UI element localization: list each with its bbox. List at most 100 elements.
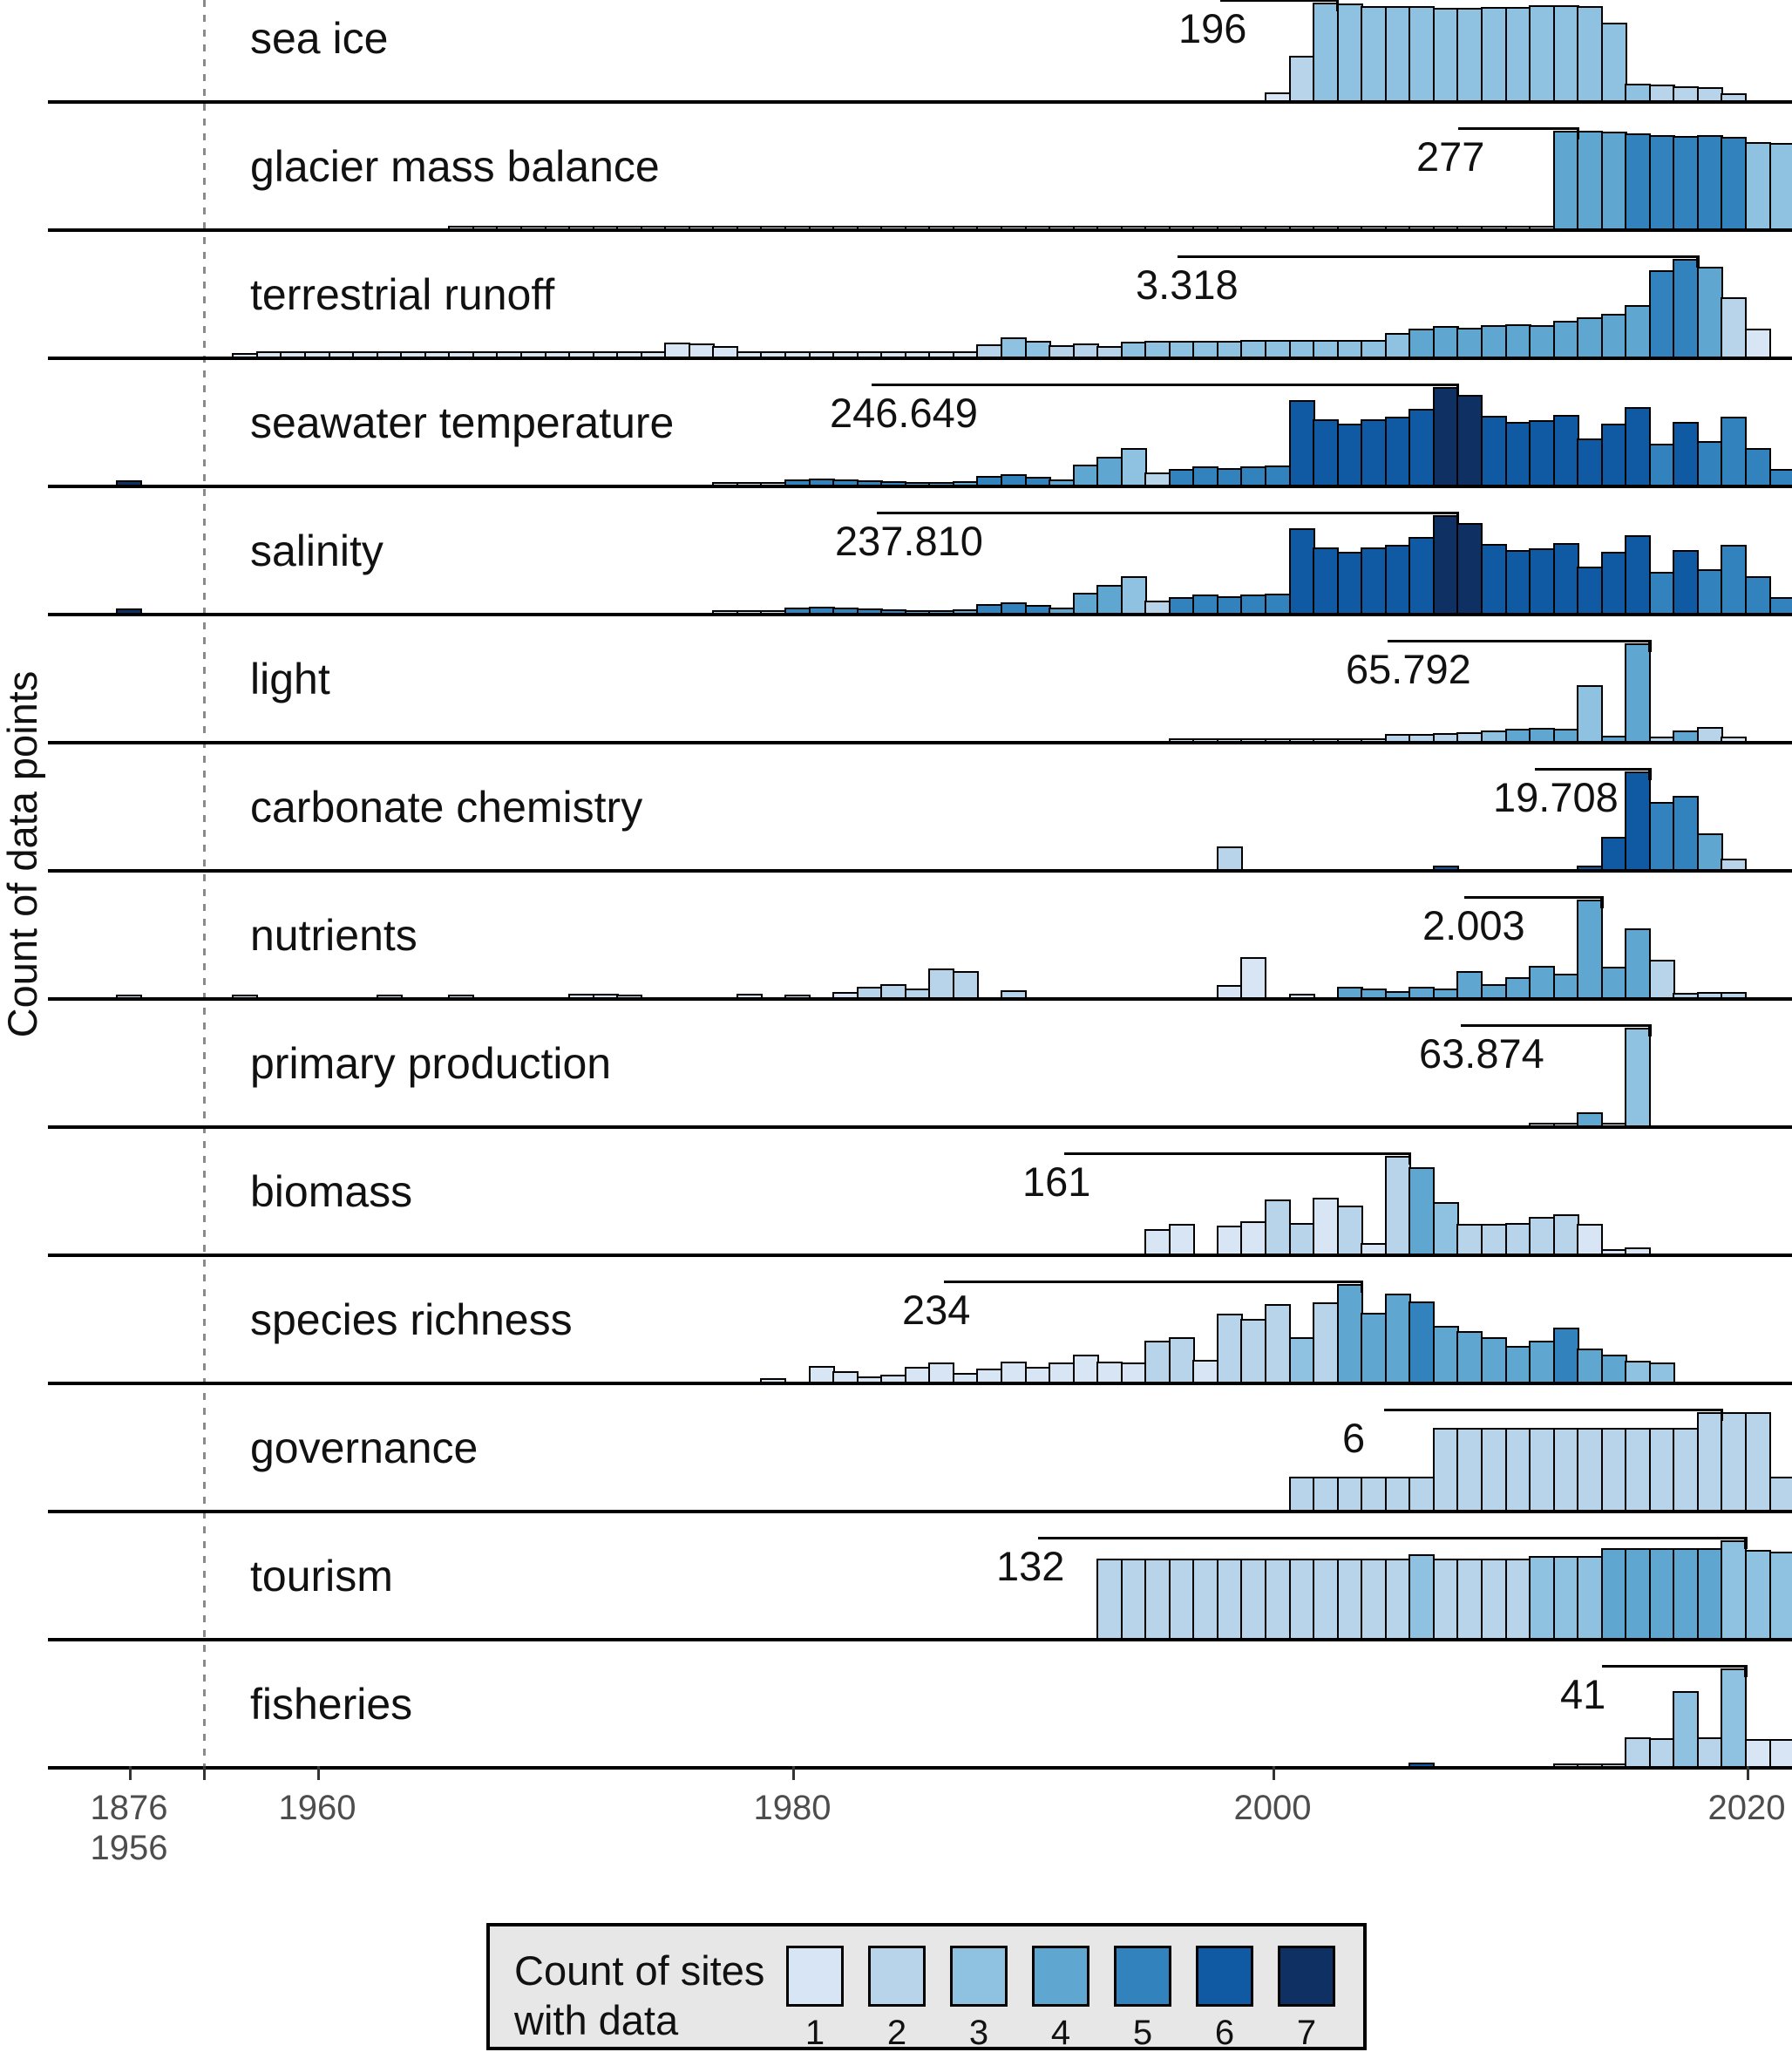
bar-seawater-temperature-2012	[1552, 415, 1579, 486]
bar-glacier-mass-balance-2012	[1552, 130, 1579, 230]
bar-biomass-2007	[1432, 1202, 1459, 1255]
axis-tick	[203, 1766, 206, 1780]
bar-biomass-2006	[1408, 1167, 1436, 1255]
legend-title-line: with data	[514, 1997, 679, 2044]
annotation-value: 2.003	[1422, 902, 1525, 948]
legend-swatch-label-4: 4	[1050, 2014, 1071, 2052]
annotation-tick	[1456, 384, 1460, 396]
bar-species-richness-2002	[1313, 1301, 1340, 1383]
annotation-tick	[1648, 768, 1652, 780]
bar-terrestrial-runoff-2015	[1625, 305, 1652, 358]
facet-baseline	[48, 1382, 1792, 1385]
bar-governance-2015	[1625, 1428, 1652, 1512]
legend-swatch-5	[1114, 1946, 1171, 2007]
bar-terrestrial-runoff-2011	[1529, 324, 1556, 358]
bar-tourism-1994	[1120, 1558, 1147, 1640]
bar-glacier-mass-balance-2018	[1696, 135, 1723, 230]
bar-sea-ice-2003	[1336, 3, 1363, 102]
bar-primary-production-2015	[1625, 1027, 1652, 1127]
facet-label-biomass: biomass	[250, 1167, 413, 1216]
facet-baseline	[48, 1254, 1792, 1257]
bar-nutrients-2011	[1529, 965, 1556, 999]
bar-seawater-temperature-1992	[1072, 465, 1099, 486]
bar-sea-ice-2006	[1408, 6, 1436, 102]
bar-glacier-mass-balance-2014	[1600, 131, 1627, 230]
bar-terrestrial-runoff-2012	[1552, 321, 1579, 358]
bar-sea-ice-2001	[1288, 56, 1315, 102]
bar-salinity-2011	[1529, 547, 1556, 615]
facet-label-nutrients: nutrients	[250, 911, 417, 960]
bar-nutrients-2016	[1648, 960, 1675, 999]
bar-nutrients-2015	[1625, 928, 1652, 999]
bar-tourism-2004	[1361, 1558, 1388, 1640]
bar-biomass-2003	[1336, 1205, 1363, 1255]
bar-species-richness-1994	[1120, 1362, 1147, 1383]
bar-governance-2021	[1768, 1477, 1792, 1512]
bar-terrestrial-runoff-2006	[1408, 329, 1436, 358]
bar-salinity-2007	[1432, 514, 1459, 615]
bar-tourism-2007	[1432, 1558, 1459, 1640]
annotation-line	[1220, 0, 1337, 3]
bar-salinity-1998	[1216, 595, 1243, 615]
bar-species-richness-2001	[1288, 1337, 1315, 1383]
bar-light-2013	[1577, 684, 1604, 743]
bar-tourism-2005	[1384, 1558, 1411, 1640]
bar-terrestrial-runoff-2007	[1432, 325, 1459, 358]
facet-baseline	[48, 1125, 1792, 1129]
annotation-tick	[1744, 1665, 1748, 1677]
bar-seawater-temperature-2021	[1768, 468, 1792, 486]
annotation-line	[877, 512, 1456, 515]
annotation-line	[1388, 640, 1649, 643]
bar-terrestrial-runoff-2002	[1313, 339, 1340, 358]
bar-terrestrial-runoff-2010	[1504, 323, 1531, 358]
annotation-value: 132	[996, 1543, 1065, 1589]
bar-sea-ice-2016	[1648, 84, 1675, 102]
bar-governance-2003	[1336, 1477, 1363, 1512]
bar-species-richness-2014	[1600, 1355, 1627, 1383]
bar-biomass-1996	[1168, 1224, 1195, 1255]
bar-salinity-2004	[1361, 547, 1388, 615]
legend-swatch-3	[950, 1946, 1008, 2007]
annotation-tick	[1336, 0, 1340, 11]
facet-baseline	[48, 357, 1792, 360]
bar-tourism-1999	[1240, 1558, 1267, 1640]
bar-tourism-2016	[1648, 1547, 1675, 1640]
bar-terrestrial-runoff-1997	[1192, 340, 1219, 358]
bar-seawater-temperature-1998	[1216, 467, 1243, 486]
bar-sea-ice-2014	[1600, 23, 1627, 102]
legend-swatch-4	[1032, 1946, 1089, 2007]
bar-terrestrial-runoff-2018	[1696, 266, 1723, 358]
bar-tourism-2019	[1721, 1539, 1748, 1640]
bar-seawater-temperature-1999	[1240, 466, 1267, 486]
bar-terrestrial-runoff-1996	[1168, 340, 1195, 358]
annotation-tick	[1720, 1409, 1724, 1421]
annotation-value: 3.318	[1136, 262, 1239, 308]
bar-seawater-temperature-2007	[1432, 386, 1459, 486]
bar-salinity-2015	[1625, 535, 1652, 615]
annotation-value: 63.874	[1419, 1030, 1544, 1077]
bar-fisheries-2016	[1648, 1738, 1675, 1768]
axis-tick	[1747, 1766, 1749, 1780]
bar-tourism-2000	[1265, 1558, 1291, 1640]
bar-species-richness-2006	[1408, 1301, 1436, 1383]
bar-seawater-temperature-2006	[1408, 409, 1436, 486]
annotation-line	[1602, 1665, 1745, 1668]
bar-tourism-2001	[1288, 1558, 1315, 1640]
facet-label-carbonate-chemistry: carbonate chemistry	[250, 783, 643, 832]
bar-salinity-2001	[1288, 528, 1315, 615]
annotation-value: 6	[1342, 1415, 1366, 1461]
annotation-line	[872, 384, 1456, 387]
axis-tick-label: 2000	[1233, 1789, 1312, 1827]
facet-label-seawater-temperature: seawater temperature	[250, 398, 675, 447]
bar-salinity-2003	[1336, 552, 1363, 615]
bar-fisheries-2017	[1673, 1691, 1700, 1768]
bar-nutrients-2014	[1600, 966, 1627, 999]
annotation-tick	[1744, 1537, 1748, 1549]
facet-label-terrestrial-runoff: terrestrial runoff	[250, 270, 555, 319]
bar-species-richness-2011	[1529, 1340, 1556, 1383]
bar-species-richness-1991	[1049, 1362, 1076, 1383]
bar-salinity-1993	[1096, 585, 1123, 615]
bar-nutrients-2010	[1504, 977, 1531, 999]
bar-governance-2019	[1721, 1411, 1748, 1512]
